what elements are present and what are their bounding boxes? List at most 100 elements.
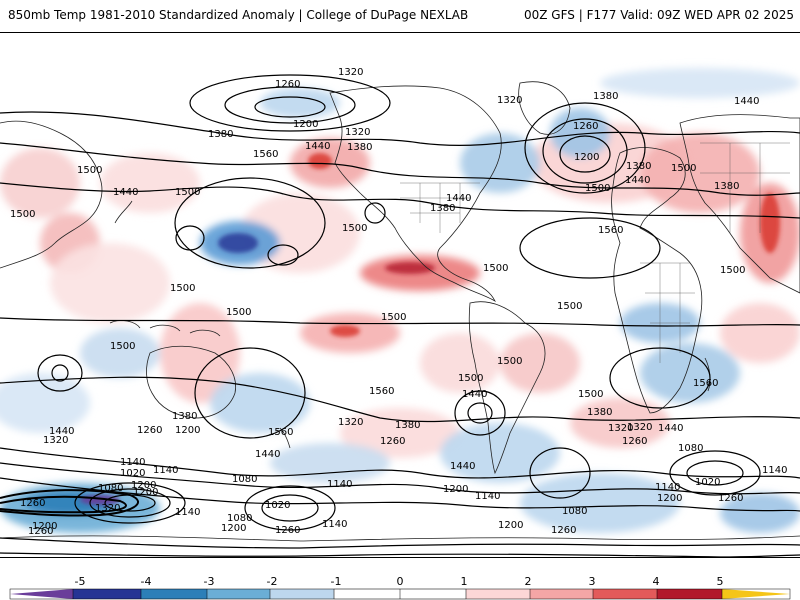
contour-label: 1380 [172,411,197,422]
contour-label: 1200 [32,521,57,532]
colorbar-tick-label: 0 [396,575,404,588]
contour-labels: 1320 1260 1200 1380 1440 1560 1500 1500 … [10,67,787,537]
contour-label: 1260 [573,121,598,132]
borders [400,142,790,363]
contour-label: 1560 [253,149,278,160]
contour-label: 1560 [693,378,718,389]
contour-label: 1380 [714,181,739,192]
contour-label: 1440 [113,187,138,198]
contour-label: 1380 [430,203,455,214]
contour-label: 1440 [450,461,475,472]
contour-label: 1320 [338,67,363,78]
contour-label: 1380 [626,161,651,172]
colorbar-tick-label: 2 [524,575,532,588]
contour-label: 1320 [627,422,652,433]
colorbar-tick-label: -2 [266,575,278,588]
contour-label: 1500 [585,183,610,194]
contour-label: 1560 [268,427,293,438]
height-contours [0,74,800,557]
contour-label: 1320 [338,417,363,428]
contour-label: 1200 [498,520,523,531]
contour-label: 1320 [608,423,633,434]
contour-label: 1080 [227,513,252,524]
contour-label: 1500 [110,341,135,352]
contour-label: 1560 [598,225,623,236]
contour-label: 1500 [77,165,102,176]
contour-label: 1260 [275,79,300,90]
contour-label: 1260 [380,436,405,447]
contour-label: 1500 [671,163,696,174]
contour-label: 1560 [369,386,394,397]
map-title: 850mb Temp 1981-2010 Standardized Anomal… [8,8,469,22]
contour-label: 1440 [625,175,650,186]
contour-label: 1140 [762,465,787,476]
contour-label: 1020 [120,468,145,479]
anomaly-map: 1320 1260 1200 1380 1440 1560 1500 1500 … [0,67,800,557]
contour-label: 1200 [131,480,156,491]
contour-label: 1500 [175,187,200,198]
contour-label: 1500 [342,223,367,234]
contour-label: 1500 [578,389,603,400]
colorbar-strip [9,588,791,600]
contour-label: 1440 [734,96,759,107]
colorbar-tick-label: -3 [203,575,215,588]
contour-label: 1320 [43,435,68,446]
title-bar: 850mb Temp 1981-2010 Standardized Anomal… [0,0,800,32]
contour-label: 1500 [381,312,406,323]
colorbar-segment [593,589,657,599]
contour-label: 1380 [587,407,612,418]
contour-label: 1500 [10,209,35,220]
colorbar-tick-label: -5 [74,575,86,588]
contour-label: 1140 [120,457,145,468]
contour-label: 1320 [345,127,370,138]
contour-label: 1380 [347,142,372,153]
colorbar-segment [270,589,334,599]
contour-label: 1320 [95,503,120,514]
contour-label: 1260 [718,493,743,504]
contour-label: 1380 [593,91,618,102]
contour-label: 1260 [551,525,576,536]
colorbar-segment [466,589,530,599]
colorbar-tick-label: -1 [330,575,342,588]
contour-label: 1440 [446,193,471,204]
colorbar-segment [530,589,593,599]
contour-label: 1500 [720,265,745,276]
contour-label: 1020 [695,477,720,488]
contour-label: 1260 [28,526,53,537]
contour-label: 1200 [133,487,158,498]
contour-label: 1440 [255,449,280,460]
contour-label: 1140 [327,479,352,490]
contour-label: 1260 [622,436,647,447]
colorbar-tick-label: 5 [716,575,724,588]
contour-label: 1440 [658,423,683,434]
contour-label: 1500 [557,301,582,312]
contour-label: 1380 [395,420,420,431]
colorbar-ticks [72,589,723,599]
contour-label: 1320 [497,95,522,106]
colorbar-tick-label: 1 [460,575,468,588]
colorbar-tick-label: -4 [140,575,152,588]
contour-label: 1440 [49,426,74,437]
contour-label: 1440 [462,389,487,400]
contour-label: 1080 [562,506,587,517]
contour-label: 1200 [175,425,200,436]
contour-label: 1500 [170,283,195,294]
map-panel: 1320 1260 1200 1380 1440 1560 1500 1500 … [0,32,800,558]
contour-label: 1140 [322,519,347,530]
colorbar-segment [657,589,722,599]
contour-label: 1380 [208,129,233,140]
contour-label: 1260 [275,525,300,536]
contour-label: 1500 [497,356,522,367]
contour-label: 1080 [98,483,123,494]
contour-label: 1500 [483,263,508,274]
contour-label: 1140 [175,507,200,518]
colorbar-tick-label: 4 [652,575,660,588]
contour-label: 1200 [221,523,246,534]
contour-label: 1260 [137,425,162,436]
contour-label: 1260 [20,498,45,509]
colorbar-tick-label: 3 [588,575,596,588]
contour-label: 1200 [293,119,318,130]
run-info: 00Z GFS | F177 Valid: 09Z WED APR 02 202… [523,8,794,22]
contour-label: 1140 [655,482,680,493]
colorbar-segment [722,589,790,599]
